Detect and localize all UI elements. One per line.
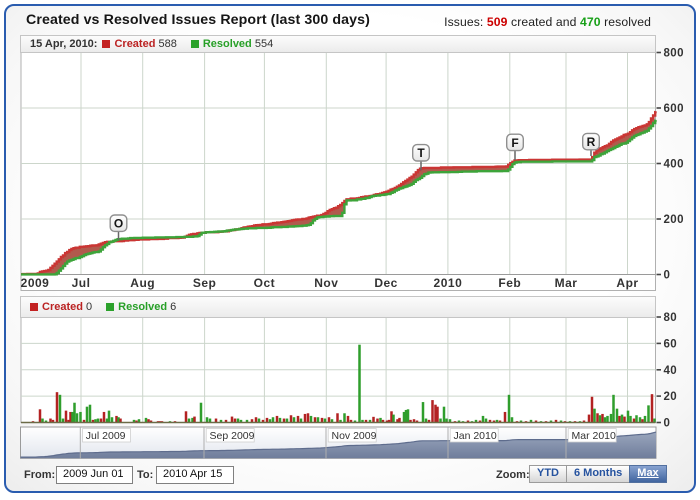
svg-text:80: 80 — [664, 312, 678, 324]
svg-text:Nov 2009: Nov 2009 — [332, 430, 377, 442]
svg-text:400: 400 — [664, 159, 684, 171]
svg-text:R: R — [587, 135, 596, 149]
svg-text:20: 20 — [664, 391, 678, 403]
svg-text:Feb: Feb — [498, 276, 521, 290]
svg-text:2009: 2009 — [21, 276, 50, 290]
svg-text:Dec: Dec — [374, 276, 398, 290]
svg-text:0: 0 — [664, 418, 671, 430]
svg-text:Mar: Mar — [555, 276, 578, 290]
svg-text:Apr: Apr — [616, 276, 638, 290]
svg-text:Oct: Oct — [254, 276, 276, 290]
svg-text:60: 60 — [664, 338, 678, 350]
svg-text:200: 200 — [664, 214, 684, 226]
svg-text:800: 800 — [664, 48, 684, 60]
svg-text:Nov: Nov — [314, 276, 338, 290]
svg-text:Jul 2009: Jul 2009 — [86, 430, 126, 442]
svg-text:T: T — [417, 146, 425, 160]
svg-text:Sep: Sep — [193, 276, 217, 290]
svg-text:Aug: Aug — [130, 276, 155, 290]
svg-text:Jul: Jul — [72, 276, 91, 290]
svg-text:2010: 2010 — [434, 276, 463, 290]
svg-text:Mar 2010: Mar 2010 — [572, 430, 617, 442]
svg-text:F: F — [511, 136, 518, 150]
svg-text:Sep 2009: Sep 2009 — [210, 430, 255, 442]
svg-text:Jan 2010: Jan 2010 — [454, 430, 497, 442]
svg-text:O: O — [114, 217, 123, 231]
svg-text:600: 600 — [664, 103, 684, 115]
svg-text:40: 40 — [664, 365, 678, 377]
svg-text:0: 0 — [664, 270, 671, 282]
